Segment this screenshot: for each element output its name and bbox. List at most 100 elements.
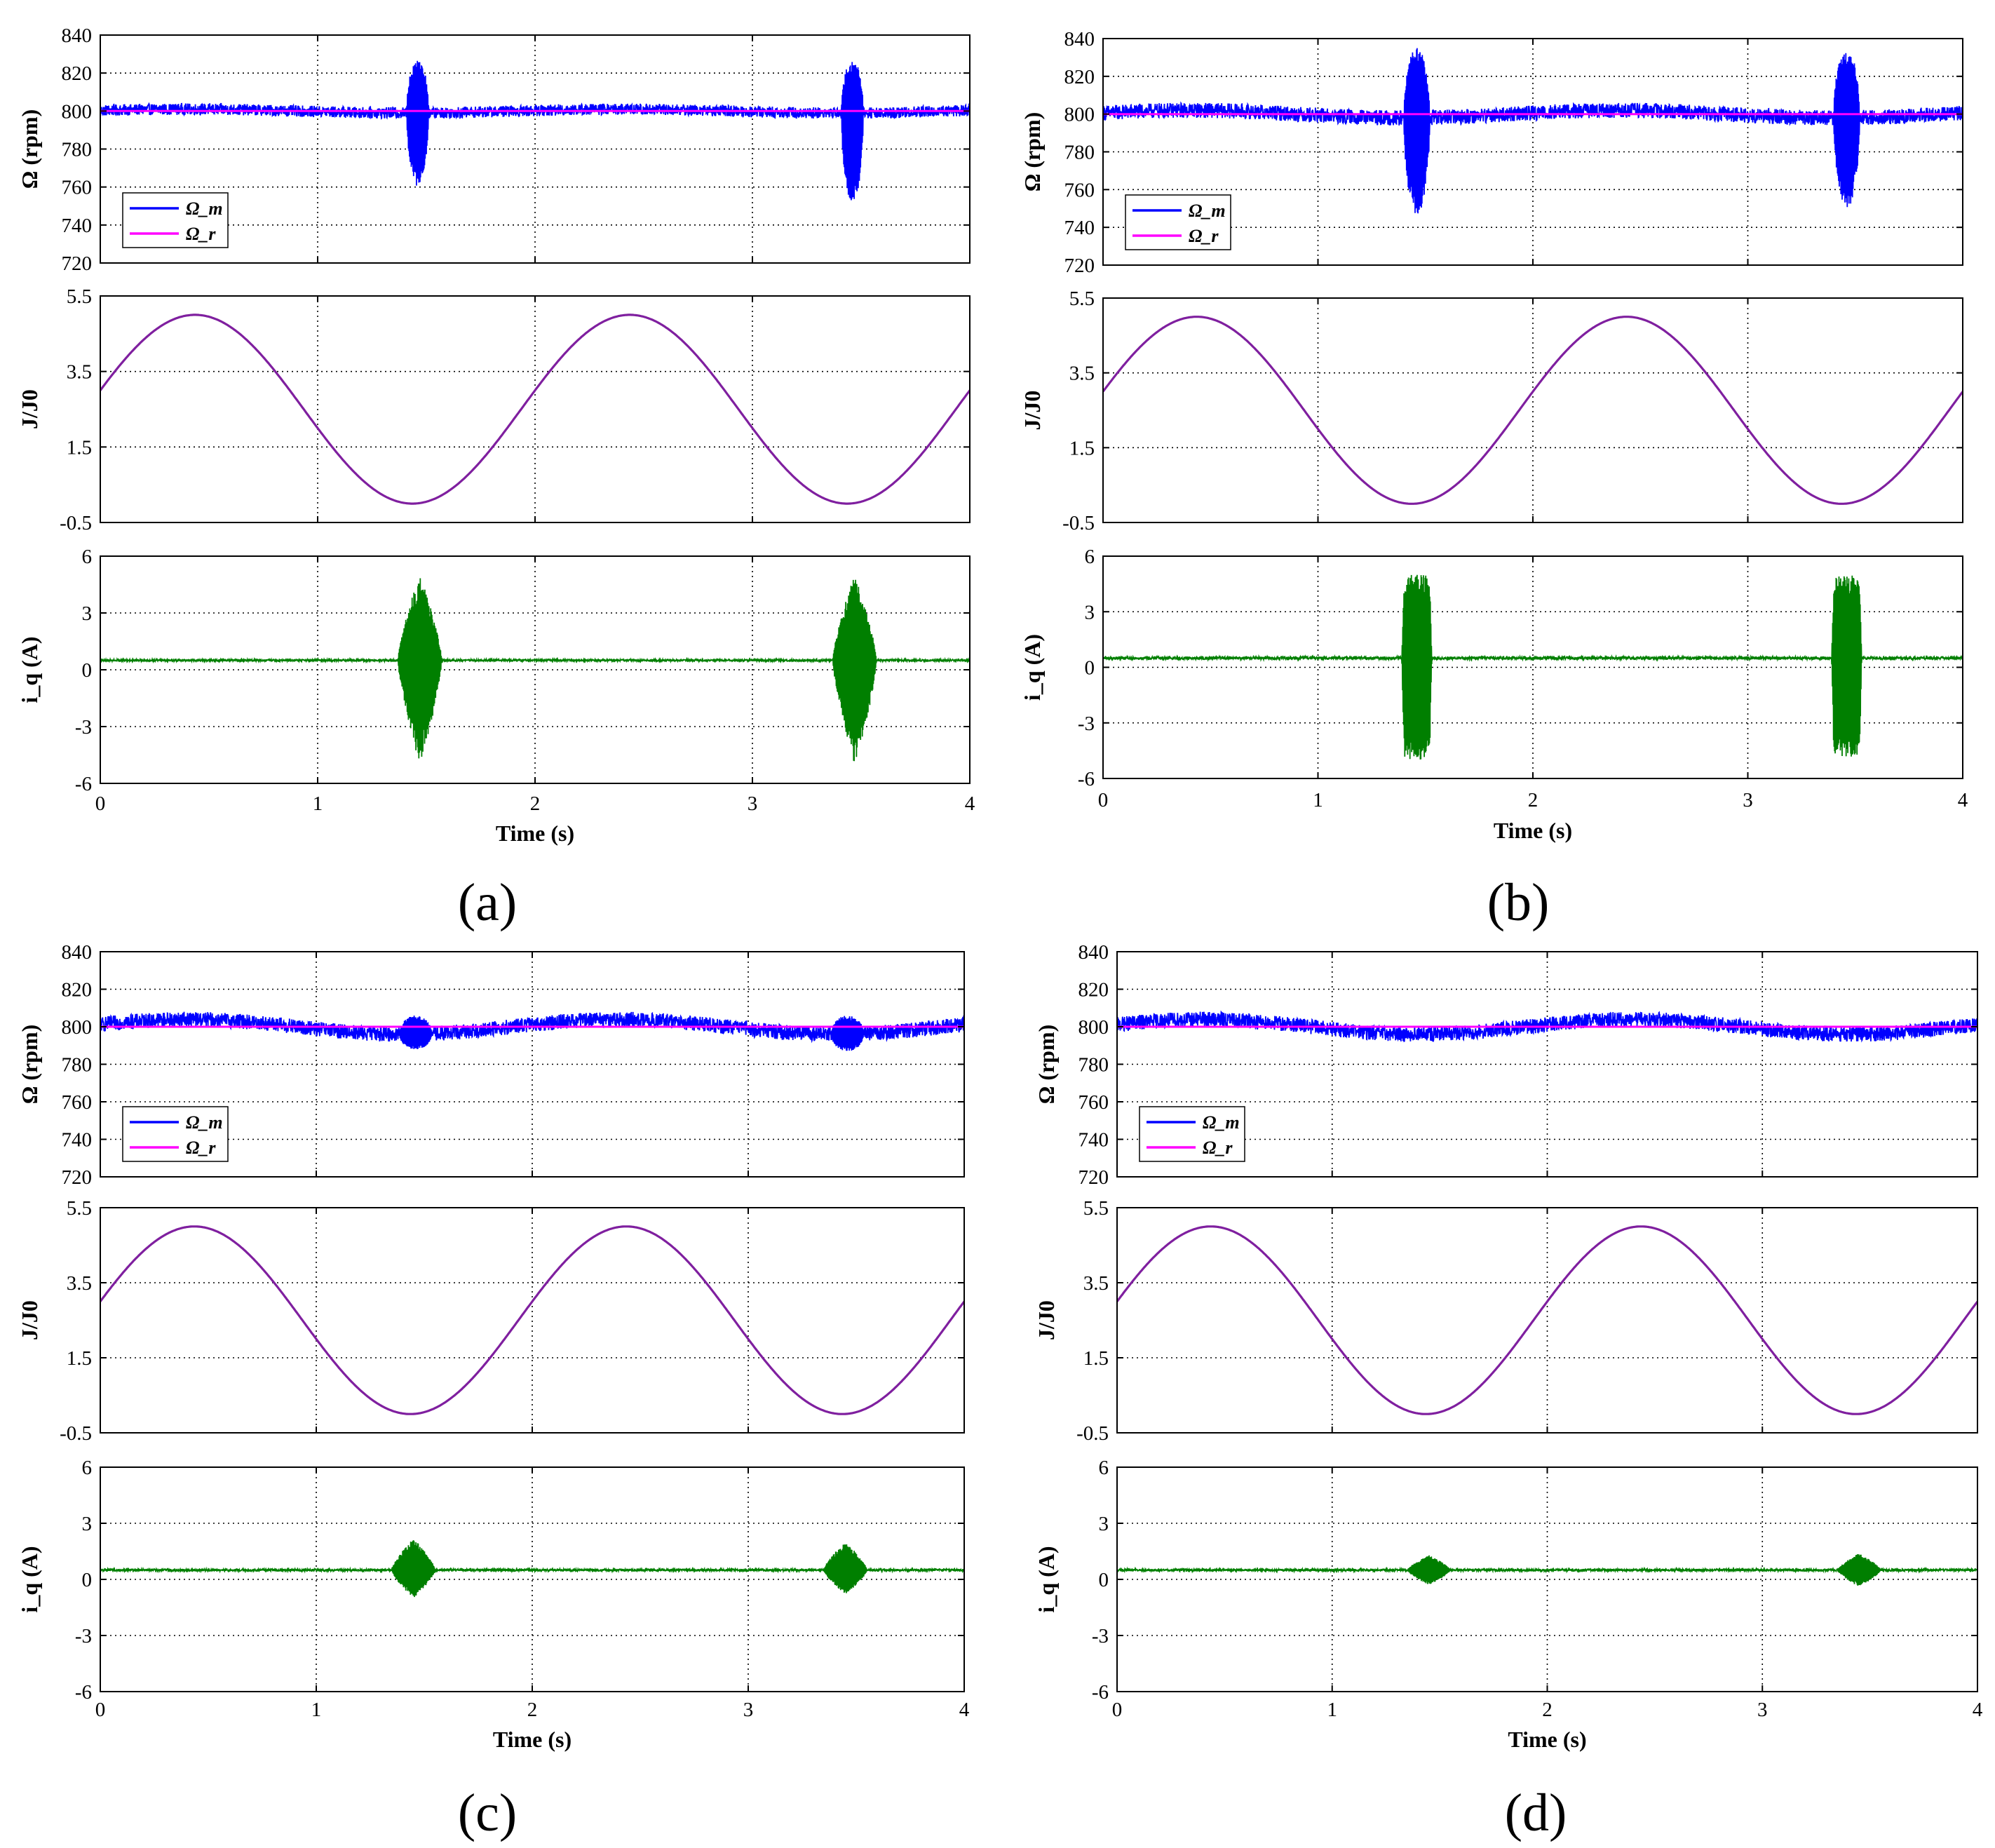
y-tick-label: 840 bbox=[62, 941, 93, 964]
y-tick-label: 5.5 bbox=[67, 1197, 92, 1220]
legend-box bbox=[122, 192, 229, 248]
y-tick-label: 740 bbox=[1064, 217, 1095, 239]
y-axis-label: Ω (rpm) bbox=[17, 1025, 42, 1105]
x-tick-label: 0 bbox=[1098, 789, 1109, 811]
plot-frame bbox=[1102, 297, 1963, 523]
y-tick-label: 1.5 bbox=[1083, 1347, 1109, 1370]
y-tick-label: 840 bbox=[62, 25, 93, 47]
y-axis-label: i_q (A) bbox=[1034, 1546, 1059, 1612]
y-tick-label: 5.5 bbox=[1083, 1197, 1109, 1220]
series-line-jj0 bbox=[1103, 316, 1963, 505]
legend-box bbox=[122, 1106, 229, 1162]
subplot-3: -6 -3 0 3 6 i_q (A) bbox=[17, 546, 971, 795]
series-line-iq bbox=[1117, 1554, 1977, 1586]
plot-frame bbox=[1116, 951, 1978, 1178]
x-tick-label: 4 bbox=[1973, 1699, 1983, 1721]
y-tick-label: 800 bbox=[1064, 104, 1095, 126]
panel-d: 720 740 760 780 800 820 840 Ω (rpm) Ω_m Ω_r -0.5 1.… bbox=[1034, 941, 1983, 1842]
x-tick-label: 3 bbox=[1757, 1699, 1768, 1721]
y-axis-label: i_q (A) bbox=[1020, 634, 1045, 701]
y-tick-label: -6 bbox=[75, 1681, 92, 1704]
x-tick-label: 2 bbox=[530, 793, 541, 815]
y-tick-label: 800 bbox=[1078, 1016, 1109, 1039]
y-axis-label: i_q (A) bbox=[17, 1546, 42, 1612]
legend: Ω_m Ω_r bbox=[122, 192, 229, 248]
y-tick-label: -6 bbox=[1092, 1681, 1109, 1704]
y-tick-label: -3 bbox=[1078, 713, 1095, 735]
y-tick-label: 800 bbox=[62, 1016, 93, 1039]
subplot-1: 720 740 760 780 800 820 840 Ω (rpm) Ω_m Ω_r bbox=[17, 941, 965, 1189]
y-tick-label: 820 bbox=[62, 62, 93, 85]
x-tick-label: 1 bbox=[1313, 789, 1323, 811]
y-tick-label: 780 bbox=[62, 139, 93, 161]
subplot-3: -6 -3 0 3 6 i_q (A) bbox=[17, 1457, 965, 1704]
legend: Ω_m Ω_r bbox=[1139, 1106, 1245, 1162]
y-tick-label: 3 bbox=[82, 1513, 93, 1535]
series-line-jj0 bbox=[100, 313, 970, 505]
y-axis-label: i_q (A) bbox=[17, 636, 42, 703]
x-tick-label: 4 bbox=[959, 1699, 970, 1721]
y-tick-label: 3.5 bbox=[67, 361, 92, 384]
y-tick-label: 820 bbox=[1064, 66, 1095, 88]
y-tick-label: 720 bbox=[62, 252, 93, 275]
legend-box bbox=[1139, 1106, 1245, 1162]
y-tick-label: -0.5 bbox=[1062, 512, 1095, 534]
y-tick-label: 3.5 bbox=[67, 1272, 92, 1295]
legend-label: Ω_m bbox=[1189, 201, 1226, 221]
y-tick-label: 720 bbox=[62, 1166, 93, 1189]
x-tick-label: 4 bbox=[965, 793, 975, 815]
subplot-2: -0.5 1.5 3.5 5.5 J/J0 bbox=[17, 1197, 965, 1445]
series-line-iq bbox=[1103, 574, 1963, 760]
y-tick-label: 840 bbox=[1078, 941, 1109, 964]
y-tick-label: 1.5 bbox=[67, 436, 92, 459]
subplot-1: 720 740 760 780 800 820 840 Ω (rpm) Ω_m Ω_r bbox=[1020, 28, 1963, 277]
y-tick-label: -0.5 bbox=[1076, 1422, 1109, 1445]
y-tick-label: 5.5 bbox=[1069, 288, 1095, 310]
y-tick-label: 760 bbox=[62, 1091, 93, 1114]
legend: Ω_m Ω_r bbox=[122, 1106, 229, 1162]
x-axis-label: Time (s) bbox=[496, 821, 574, 846]
panel-b: 720 740 760 780 800 820 840 Ω (rpm) Ω_m Ω_r -0.5 1.… bbox=[1020, 28, 1968, 932]
y-tick-label: -3 bbox=[75, 716, 92, 738]
series-line-iq bbox=[100, 1540, 964, 1598]
x-tick-label: 3 bbox=[748, 793, 758, 815]
y-tick-label: -0.5 bbox=[60, 1422, 92, 1445]
y-tick-label: 3 bbox=[1099, 1513, 1109, 1535]
x-axis-label: Time (s) bbox=[1494, 818, 1572, 843]
y-tick-label: 0 bbox=[82, 659, 93, 682]
y-tick-label: 0 bbox=[1085, 657, 1095, 680]
y-axis-label: J/J0 bbox=[17, 389, 42, 429]
y-tick-label: 800 bbox=[62, 100, 93, 123]
subplot-1: 720 740 760 780 800 820 840 Ω (rpm) Ω_m Ω_r bbox=[1034, 941, 1978, 1189]
subplot-2: -0.5 1.5 3.5 5.5 J/J0 bbox=[1020, 288, 1963, 534]
y-axis-label: J/J0 bbox=[1020, 391, 1045, 431]
y-axis-label: J/J0 bbox=[17, 1300, 42, 1340]
x-tick-label: 1 bbox=[1327, 1699, 1338, 1721]
y-tick-label: 720 bbox=[1078, 1166, 1109, 1189]
y-tick-label: 1.5 bbox=[67, 1347, 92, 1370]
y-tick-label: 780 bbox=[1064, 142, 1095, 164]
y-tick-label: 780 bbox=[62, 1054, 93, 1077]
plot-frame bbox=[100, 1207, 965, 1434]
x-tick-label: 3 bbox=[1743, 789, 1753, 811]
series-line-m bbox=[100, 60, 970, 201]
y-tick-label: 760 bbox=[62, 177, 93, 199]
plot-frame bbox=[1116, 1207, 1978, 1434]
y-tick-label: 840 bbox=[1064, 28, 1095, 50]
series-line-jj0 bbox=[100, 1225, 964, 1415]
x-axis-label: Time (s) bbox=[1508, 1727, 1586, 1752]
panel-label: (a) bbox=[458, 873, 517, 932]
panel-a: 720 740 760 780 800 820 840 Ω (rpm) Ω_m Ω_r -0.5 1.… bbox=[17, 25, 975, 932]
legend-label: Ω_r bbox=[186, 1138, 216, 1158]
x-tick-label: 1 bbox=[311, 1699, 322, 1721]
y-tick-label: 820 bbox=[62, 979, 93, 1001]
subplot-1: 720 740 760 780 800 820 840 Ω (rpm) Ω_m Ω_r bbox=[17, 25, 971, 275]
y-tick-label: 0 bbox=[82, 1569, 93, 1591]
y-tick-label: 720 bbox=[1064, 255, 1095, 277]
y-axis-label: Ω (rpm) bbox=[17, 109, 42, 189]
subplot-2: -0.5 1.5 3.5 5.5 J/J0 bbox=[1034, 1197, 1978, 1445]
y-tick-label: 740 bbox=[62, 1129, 93, 1152]
subplot-2: -0.5 1.5 3.5 5.5 J/J0 bbox=[17, 285, 971, 534]
legend-label: Ω_r bbox=[186, 224, 216, 244]
